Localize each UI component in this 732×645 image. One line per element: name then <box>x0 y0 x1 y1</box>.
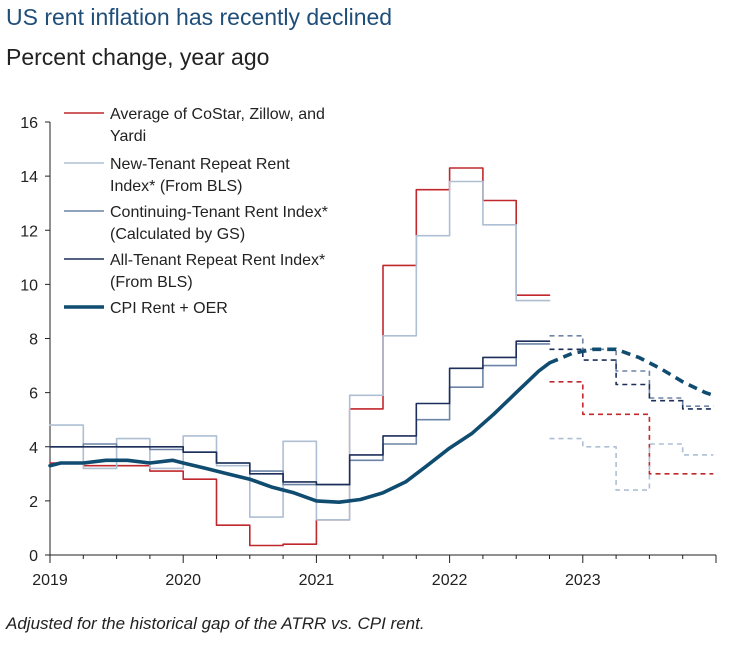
line-chart: 0 2 4 6 8 10 12 14 16 2019 2020 2021 2022 2023 Average… <box>20 106 717 589</box>
x-tick-label: 2020 <box>165 572 201 589</box>
legend-label: Index* (From BLS) <box>110 178 242 195</box>
y-tick-label: 16 <box>20 115 38 132</box>
series-4-forecast-line <box>549 348 714 410</box>
x-tick-label: 2019 <box>32 572 68 589</box>
y-tick-label: 6 <box>29 386 38 403</box>
y-tick-label: 0 <box>29 548 38 565</box>
y-tick-label: 4 <box>29 440 38 457</box>
x-tick-label: 2023 <box>565 572 601 589</box>
legend-label: New-Tenant Repeat Rent <box>110 156 290 173</box>
series-3-line <box>49 343 551 486</box>
series-3-forecast-line <box>549 335 714 407</box>
legend-label: (Calculated by GS) <box>110 226 245 243</box>
series-4-line <box>49 340 551 486</box>
series-1-forecast-line <box>549 381 714 475</box>
footnote: Adjusted for the historical gap of the A… <box>6 614 425 633</box>
series-2-forecast-line <box>549 437 714 491</box>
chart-subtitle: Percent change, year ago <box>6 44 270 70</box>
series-5-line <box>48 361 552 504</box>
y-tick-label: 2 <box>29 494 38 511</box>
x-tick-label: 2021 <box>299 572 335 589</box>
x-tick-label: 2022 <box>432 572 468 589</box>
series-1-line <box>49 167 551 547</box>
y-tick-label: 10 <box>20 277 38 294</box>
y-tick-label: 12 <box>20 223 38 240</box>
legend-label: Continuing-Tenant Rent Index* <box>110 204 328 221</box>
legend-label: All-Tenant Repeat Rent Index* <box>110 252 325 269</box>
legend-label: CPI Rent + OER <box>110 300 228 317</box>
chart-title: US rent inflation has recently declined <box>6 4 393 30</box>
legend-label: Average of CoStar, Zillow, and <box>110 106 325 123</box>
legend-label: Yardi <box>110 128 146 145</box>
y-tick-label: 14 <box>20 169 38 186</box>
series-2-line <box>49 180 551 521</box>
y-tick-label: 8 <box>29 332 38 349</box>
series-5-forecast-line <box>548 347 714 398</box>
legend-label: (From BLS) <box>110 274 193 291</box>
